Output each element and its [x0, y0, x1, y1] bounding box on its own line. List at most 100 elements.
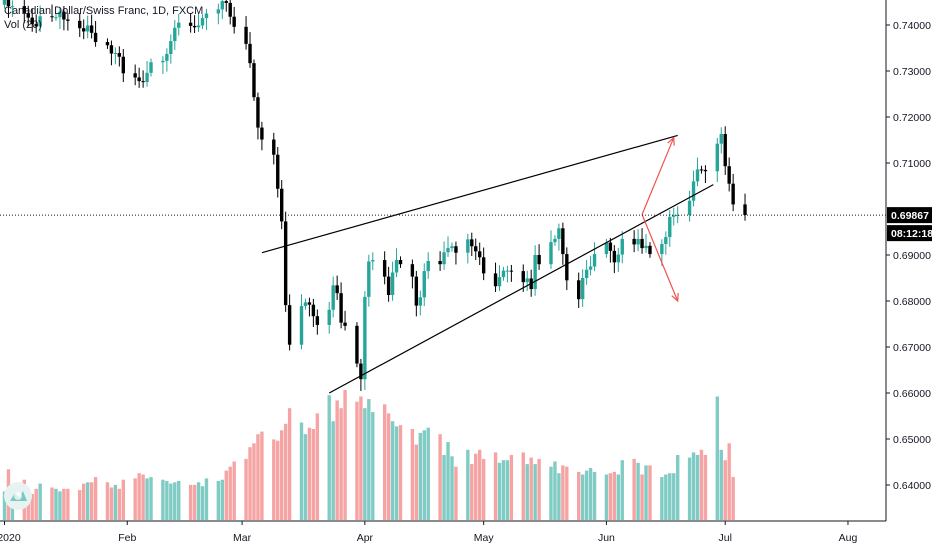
volume-bar — [113, 484, 118, 520]
volume-bar — [85, 482, 90, 520]
volume-bar — [149, 477, 153, 520]
volume-bar — [355, 401, 359, 520]
volume-bar — [327, 395, 331, 520]
volume-bar — [54, 488, 58, 520]
candle-body — [668, 216, 672, 238]
candle-body — [584, 269, 589, 278]
price-tick-label: 0.72000 — [893, 112, 931, 124]
candle-body — [588, 266, 593, 270]
volume-bar — [192, 484, 197, 520]
volume-bars — [2, 390, 735, 520]
price-tick-label: 0.71000 — [893, 158, 931, 170]
volume-bar — [470, 464, 474, 520]
volume-bar — [145, 478, 149, 520]
candle-body — [34, 24, 38, 27]
volume-bar — [478, 449, 482, 520]
volume-bar — [34, 488, 38, 520]
volume-bar — [584, 470, 589, 520]
candle-body — [228, 2, 232, 17]
candle-body — [6, 0, 11, 7]
candle-body — [311, 304, 316, 317]
volume-bar — [62, 488, 66, 520]
volume-bar — [565, 466, 569, 520]
volume-bar — [93, 477, 98, 520]
volume-bar — [418, 432, 422, 520]
volume-bar — [283, 423, 288, 520]
candle-body — [283, 221, 288, 306]
volume-bar — [414, 444, 419, 520]
price-tick-label: 0.68000 — [893, 296, 931, 308]
candle-body — [410, 264, 415, 277]
volume-bar — [454, 466, 458, 520]
candle-body — [248, 43, 252, 64]
candle-body — [466, 239, 470, 253]
trendline-upper — [261, 134, 678, 254]
volume-bar — [133, 478, 137, 520]
price-tick-label: 0.67000 — [893, 342, 931, 354]
candle-body — [561, 228, 565, 255]
volume-bar — [105, 482, 110, 520]
volume-bar — [474, 453, 478, 520]
volume-bar — [287, 408, 292, 520]
candle-body — [695, 169, 700, 182]
volume-bar — [493, 452, 498, 520]
candle-body — [422, 271, 426, 298]
candle-body — [62, 11, 66, 20]
candle-body — [636, 238, 640, 245]
candle-body — [216, 9, 221, 14]
volume-bar — [687, 457, 692, 520]
volume-bar — [299, 422, 304, 520]
candle-body — [165, 53, 169, 61]
drawings[interactable] — [261, 134, 714, 394]
candle-body — [699, 169, 704, 171]
candle-body — [664, 237, 668, 244]
volume-bar — [580, 474, 585, 520]
volume-indicator-label[interactable]: Vol (20) — [4, 19, 42, 31]
candle-body — [58, 11, 62, 18]
candle-body — [442, 252, 446, 265]
candle-body — [26, 13, 30, 18]
candle-body — [121, 56, 125, 74]
volume-bar — [386, 413, 391, 520]
volume-bar — [592, 471, 597, 520]
price-tag-box — [887, 207, 932, 224]
candle-body — [703, 169, 708, 172]
candle-body — [371, 260, 375, 262]
volume-bar — [640, 474, 644, 520]
candle-body — [280, 188, 284, 222]
volume-bar — [280, 430, 284, 520]
candle-body — [287, 305, 292, 345]
candle-body — [509, 270, 514, 272]
volume-bar — [244, 458, 248, 520]
volume-bar — [30, 494, 34, 520]
volume-bar — [632, 458, 636, 520]
candle-body — [260, 127, 264, 140]
candle-body — [54, 17, 58, 19]
arrow-head-up — [667, 136, 675, 146]
volume-bar — [588, 468, 593, 520]
candle-body — [640, 238, 644, 249]
volume-bar — [612, 471, 617, 520]
price-tick-label: 0.73000 — [893, 66, 931, 78]
candle-body — [414, 276, 419, 306]
volume-bar — [204, 478, 209, 520]
candle-body — [145, 72, 149, 83]
price-tick-label: 0.64000 — [893, 480, 931, 492]
volume-bar — [410, 429, 415, 520]
candle-body — [89, 25, 94, 33]
candle-body — [38, 16, 42, 27]
volume-bar — [26, 496, 30, 520]
volume-bar — [703, 455, 708, 520]
candle-body — [577, 280, 581, 300]
candle-body — [719, 134, 723, 144]
candle-body — [113, 53, 118, 55]
symbol-title[interactable]: Canadian Dollar/Swiss Franc, 1D, FXCM — [4, 5, 204, 17]
candle-body — [66, 19, 70, 21]
candle-body — [533, 255, 537, 290]
tradingview-logo-icon[interactable] — [4, 482, 32, 510]
volume-bar — [699, 449, 704, 520]
volume-bar — [232, 461, 236, 520]
candle-body — [30, 17, 34, 25]
